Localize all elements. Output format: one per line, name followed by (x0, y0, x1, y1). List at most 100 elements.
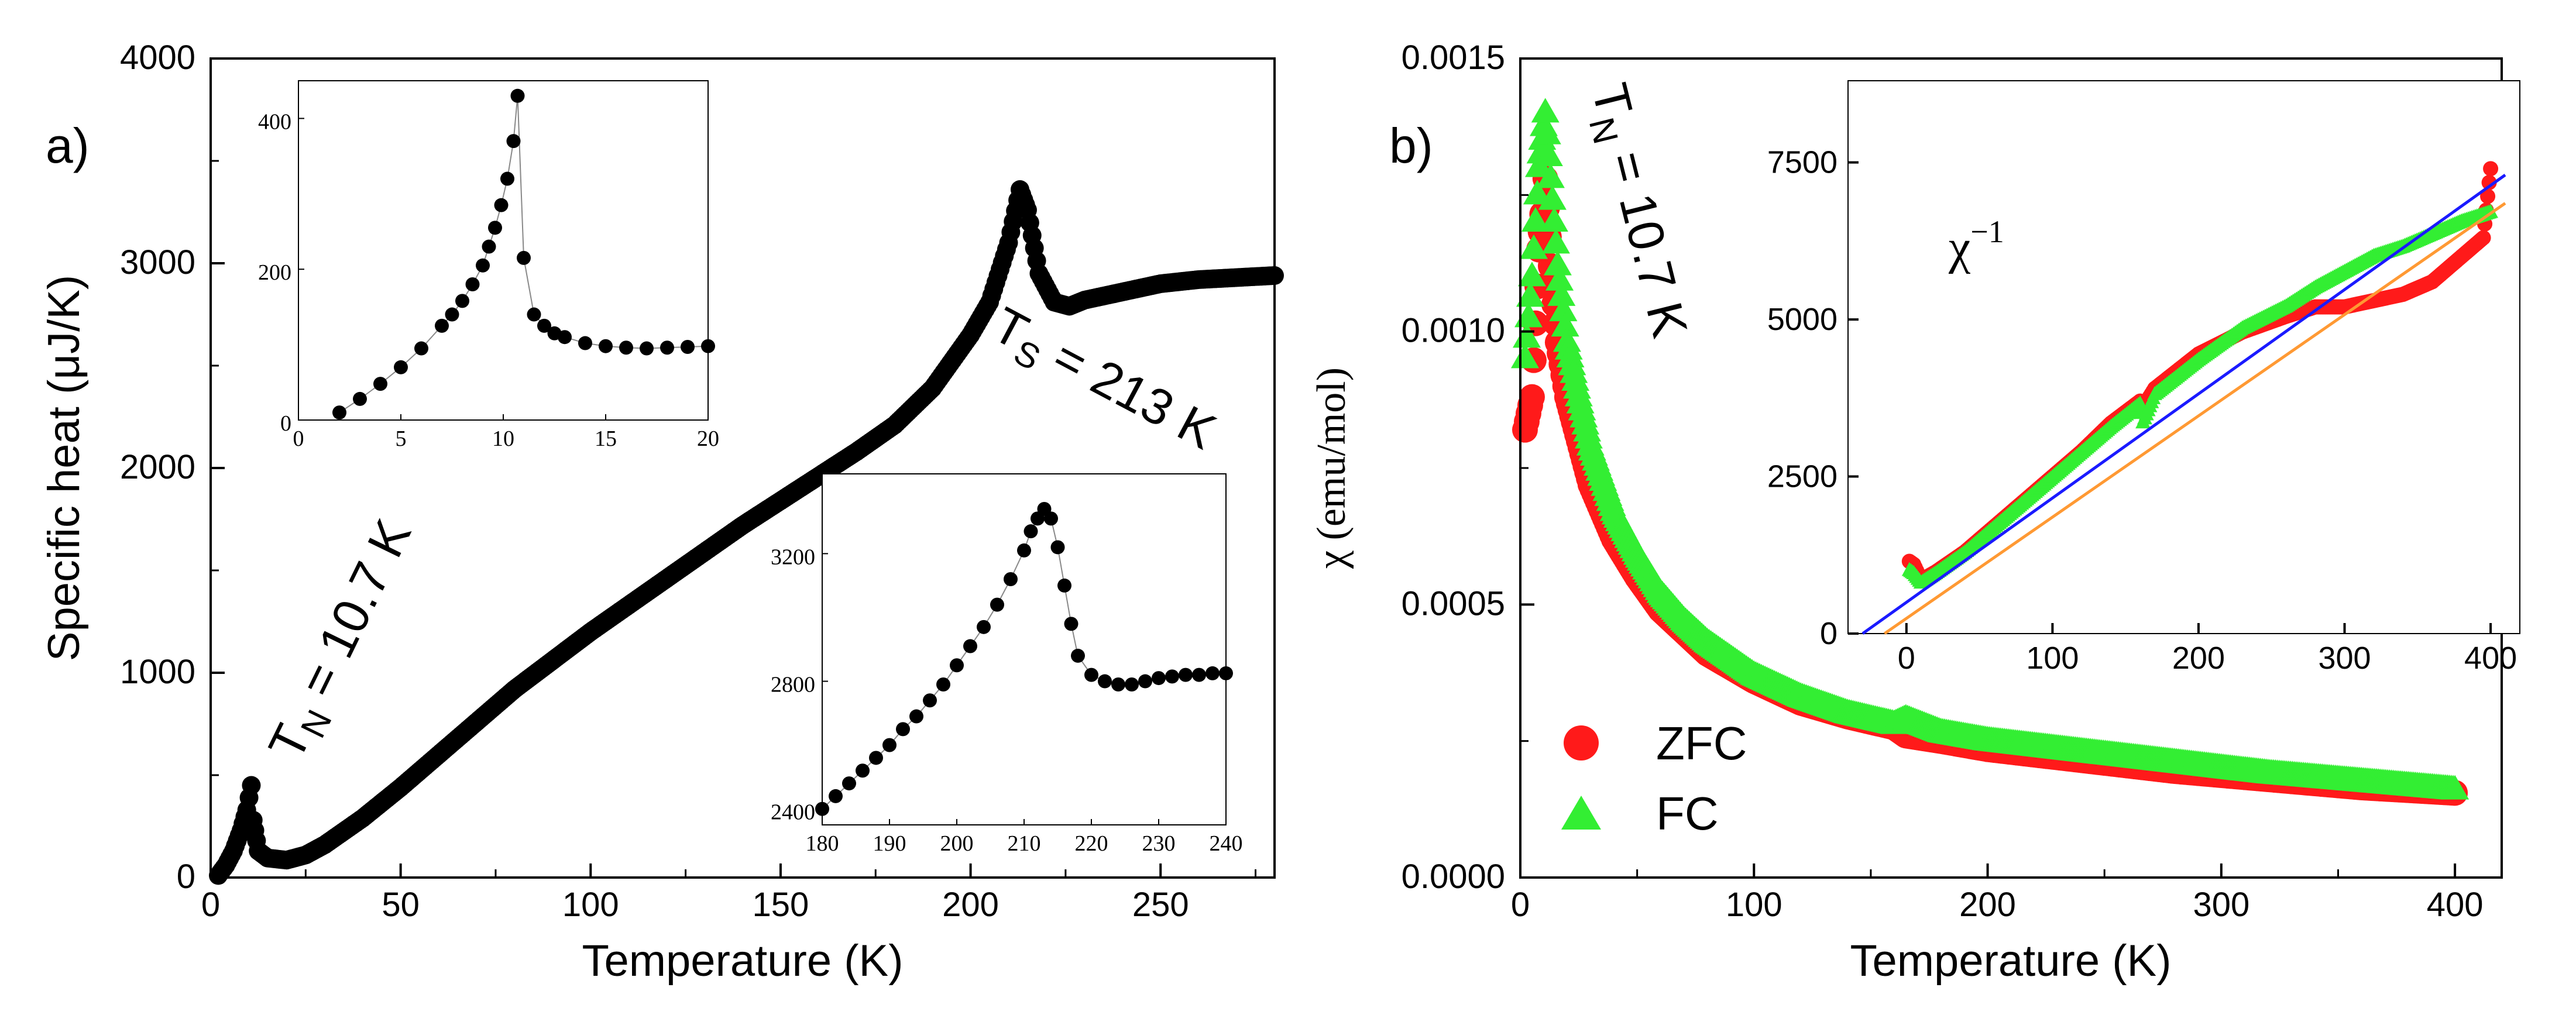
inset-high-t-x-tick-label: 210 (1008, 831, 1041, 856)
inset-high-t-point (1017, 543, 1031, 558)
inset-high-t-x-tick-label: 220 (1075, 831, 1108, 856)
fc-point (1540, 207, 1568, 232)
panel-a-x-tick-label: 100 (562, 886, 619, 924)
inset-high-t-point (1057, 578, 1071, 593)
fc-point (1517, 262, 1546, 287)
inset-low-t-data (332, 88, 715, 420)
inset-high-t-x-tick-label: 190 (873, 831, 906, 856)
inset-high-t-y-tick-label: 3200 (771, 545, 815, 569)
inset-high-t-point (1084, 668, 1098, 682)
panel-b-ticks: 0 100 200 300 400 0.0000 0.0005 0.0010 0.0015 (1402, 39, 2484, 924)
inset-chi-base: χ (1948, 220, 1970, 274)
inset-low-t-frame (298, 80, 709, 421)
panel-b-y-tick-label: 0.0010 (1402, 312, 1505, 350)
inset-low-t-point (681, 339, 695, 354)
inset-low-t-y-tick-label: 200 (258, 260, 291, 285)
inset-high-t-point (923, 693, 937, 708)
panel-b-legend: ZFC FC (1561, 717, 1747, 839)
specific-heat-point (242, 776, 261, 795)
fc-point (1519, 234, 1548, 259)
inset-high-t-x-tick-label: 200 (940, 831, 974, 856)
annotation-tn-panel-a: TN = 10.7 K (258, 511, 428, 771)
legend-fc-marker (1561, 796, 1601, 830)
inset-fc-point (2132, 395, 2148, 410)
inset-high-t-point (977, 620, 991, 634)
inset-low-t-point (488, 221, 502, 235)
inset-high-t-ticks: 180 190 200 210 220 230 240 2400 2800 3200 (771, 545, 1243, 856)
fc-point (1533, 119, 1561, 144)
inset-low-t-point (494, 198, 509, 212)
inset-high-t-point (963, 639, 977, 653)
inset-high-t-y-tick-label: 2800 (771, 673, 815, 697)
inset-inverse-chi-y-tick-label: 7500 (1767, 145, 1837, 180)
panel-b-inset-inverse-susceptibility: 0 100 200 300 400 0 2500 5000 7500 χ−1 (1767, 80, 2520, 676)
inset-low-t-point (455, 294, 469, 308)
legend-fc-label: FC (1656, 787, 1719, 839)
fc-point (1531, 98, 1560, 123)
inset-zfc-point (2475, 230, 2491, 246)
inset-high-t-point (950, 658, 964, 673)
panel-b: 0 100 200 300 400 0.0000 0.0005 0.0010 0.0015 0 1… (1309, 39, 2520, 986)
panel-a-x-tick-label: 200 (942, 886, 999, 924)
inset-high-t-data (815, 502, 1233, 816)
inset-high-t-point (856, 763, 870, 778)
inset-high-t-x-tick-label: 240 (1210, 831, 1243, 856)
inset-low-t-point (482, 239, 496, 254)
inset-low-t-x-tick-label: 5 (396, 426, 407, 451)
inset-low-t-point (353, 391, 367, 406)
inset-high-t-frame (822, 473, 1227, 825)
legend-zfc-marker (1564, 725, 1599, 761)
inset-zfc-point (2481, 174, 2497, 190)
panel-a-label: a) (46, 118, 90, 173)
annotation-tn-rest: = 10.7 K (283, 511, 422, 718)
inset-low-t-point (476, 258, 490, 273)
inset-high-t-point (1138, 674, 1152, 689)
legend-zfc-label: ZFC (1656, 717, 1747, 769)
panel-b-x-tick-label: 100 (1726, 886, 1782, 924)
inset-low-t-point (578, 336, 592, 350)
inset-high-t-x-tick-label: 180 (806, 831, 839, 856)
panel-b-y-tick-label: 0.0005 (1402, 584, 1505, 622)
inset-low-t-x-tick-label: 0 (293, 426, 304, 451)
inset-low-t-point (465, 277, 480, 291)
annotation-tn-panel-b: TN = 10.7 K (1574, 78, 1698, 345)
inset-low-t-point (435, 318, 449, 333)
annotation-ts-rest: = 213 K (1032, 322, 1225, 460)
inset-high-t-point (1098, 674, 1112, 689)
fc-point (2441, 775, 2469, 800)
fc-point (1541, 229, 1570, 254)
panel-b-y-axis-title: χ (emu/mol) (1309, 367, 1354, 569)
inset-high-t-point (1023, 524, 1038, 539)
fc-point (1523, 180, 1551, 205)
annotation-ts-panel-a: TS = 213 K (980, 297, 1224, 466)
inset-high-t-y-tick-label: 2400 (771, 800, 815, 825)
panel-a-x-tick-label: 250 (1132, 886, 1189, 924)
annotation-tn-b-rest: = 10.7 K (1595, 132, 1698, 343)
inset-inverse-chi-x-tick-label: 300 (2318, 641, 2371, 676)
inset-low-t-y-tick-label: 0 (280, 411, 291, 436)
fc-point (1551, 312, 1579, 337)
inset-low-t-line (339, 95, 709, 413)
inset-low-t-y-tick-label: 400 (258, 109, 291, 134)
inset-fit-line (1883, 202, 2506, 635)
panel-b-x-axis-title: Temperature (K) (1850, 936, 2171, 986)
inset-zfc-point (2483, 161, 2499, 177)
inset-high-t-point (896, 722, 910, 737)
inset-high-t-point (1071, 648, 1085, 663)
panel-a-x-tick-label: 0 (201, 886, 220, 924)
inset-inverse-chi-x-tick-label: 400 (2464, 641, 2517, 676)
inset-high-t-point (909, 709, 923, 724)
panel-b-data (1510, 98, 2469, 806)
zfc-point (1519, 384, 1545, 410)
inset-inverse-chi-x-tick-label: 100 (2026, 641, 2079, 676)
inset-chi-inverse-label: χ−1 (1948, 214, 2004, 274)
inset-high-t-x-tick-label: 230 (1142, 831, 1176, 856)
panel-a-y-tick-label: 2000 (120, 448, 195, 486)
inset-high-t-point (1179, 668, 1193, 682)
fc-point (1538, 185, 1567, 210)
inset-low-t-point (599, 339, 613, 353)
inset-low-t-x-tick-label: 20 (697, 426, 719, 451)
inset-low-t-x-tick-label: 15 (595, 426, 617, 451)
inset-high-t-point (1044, 511, 1058, 526)
